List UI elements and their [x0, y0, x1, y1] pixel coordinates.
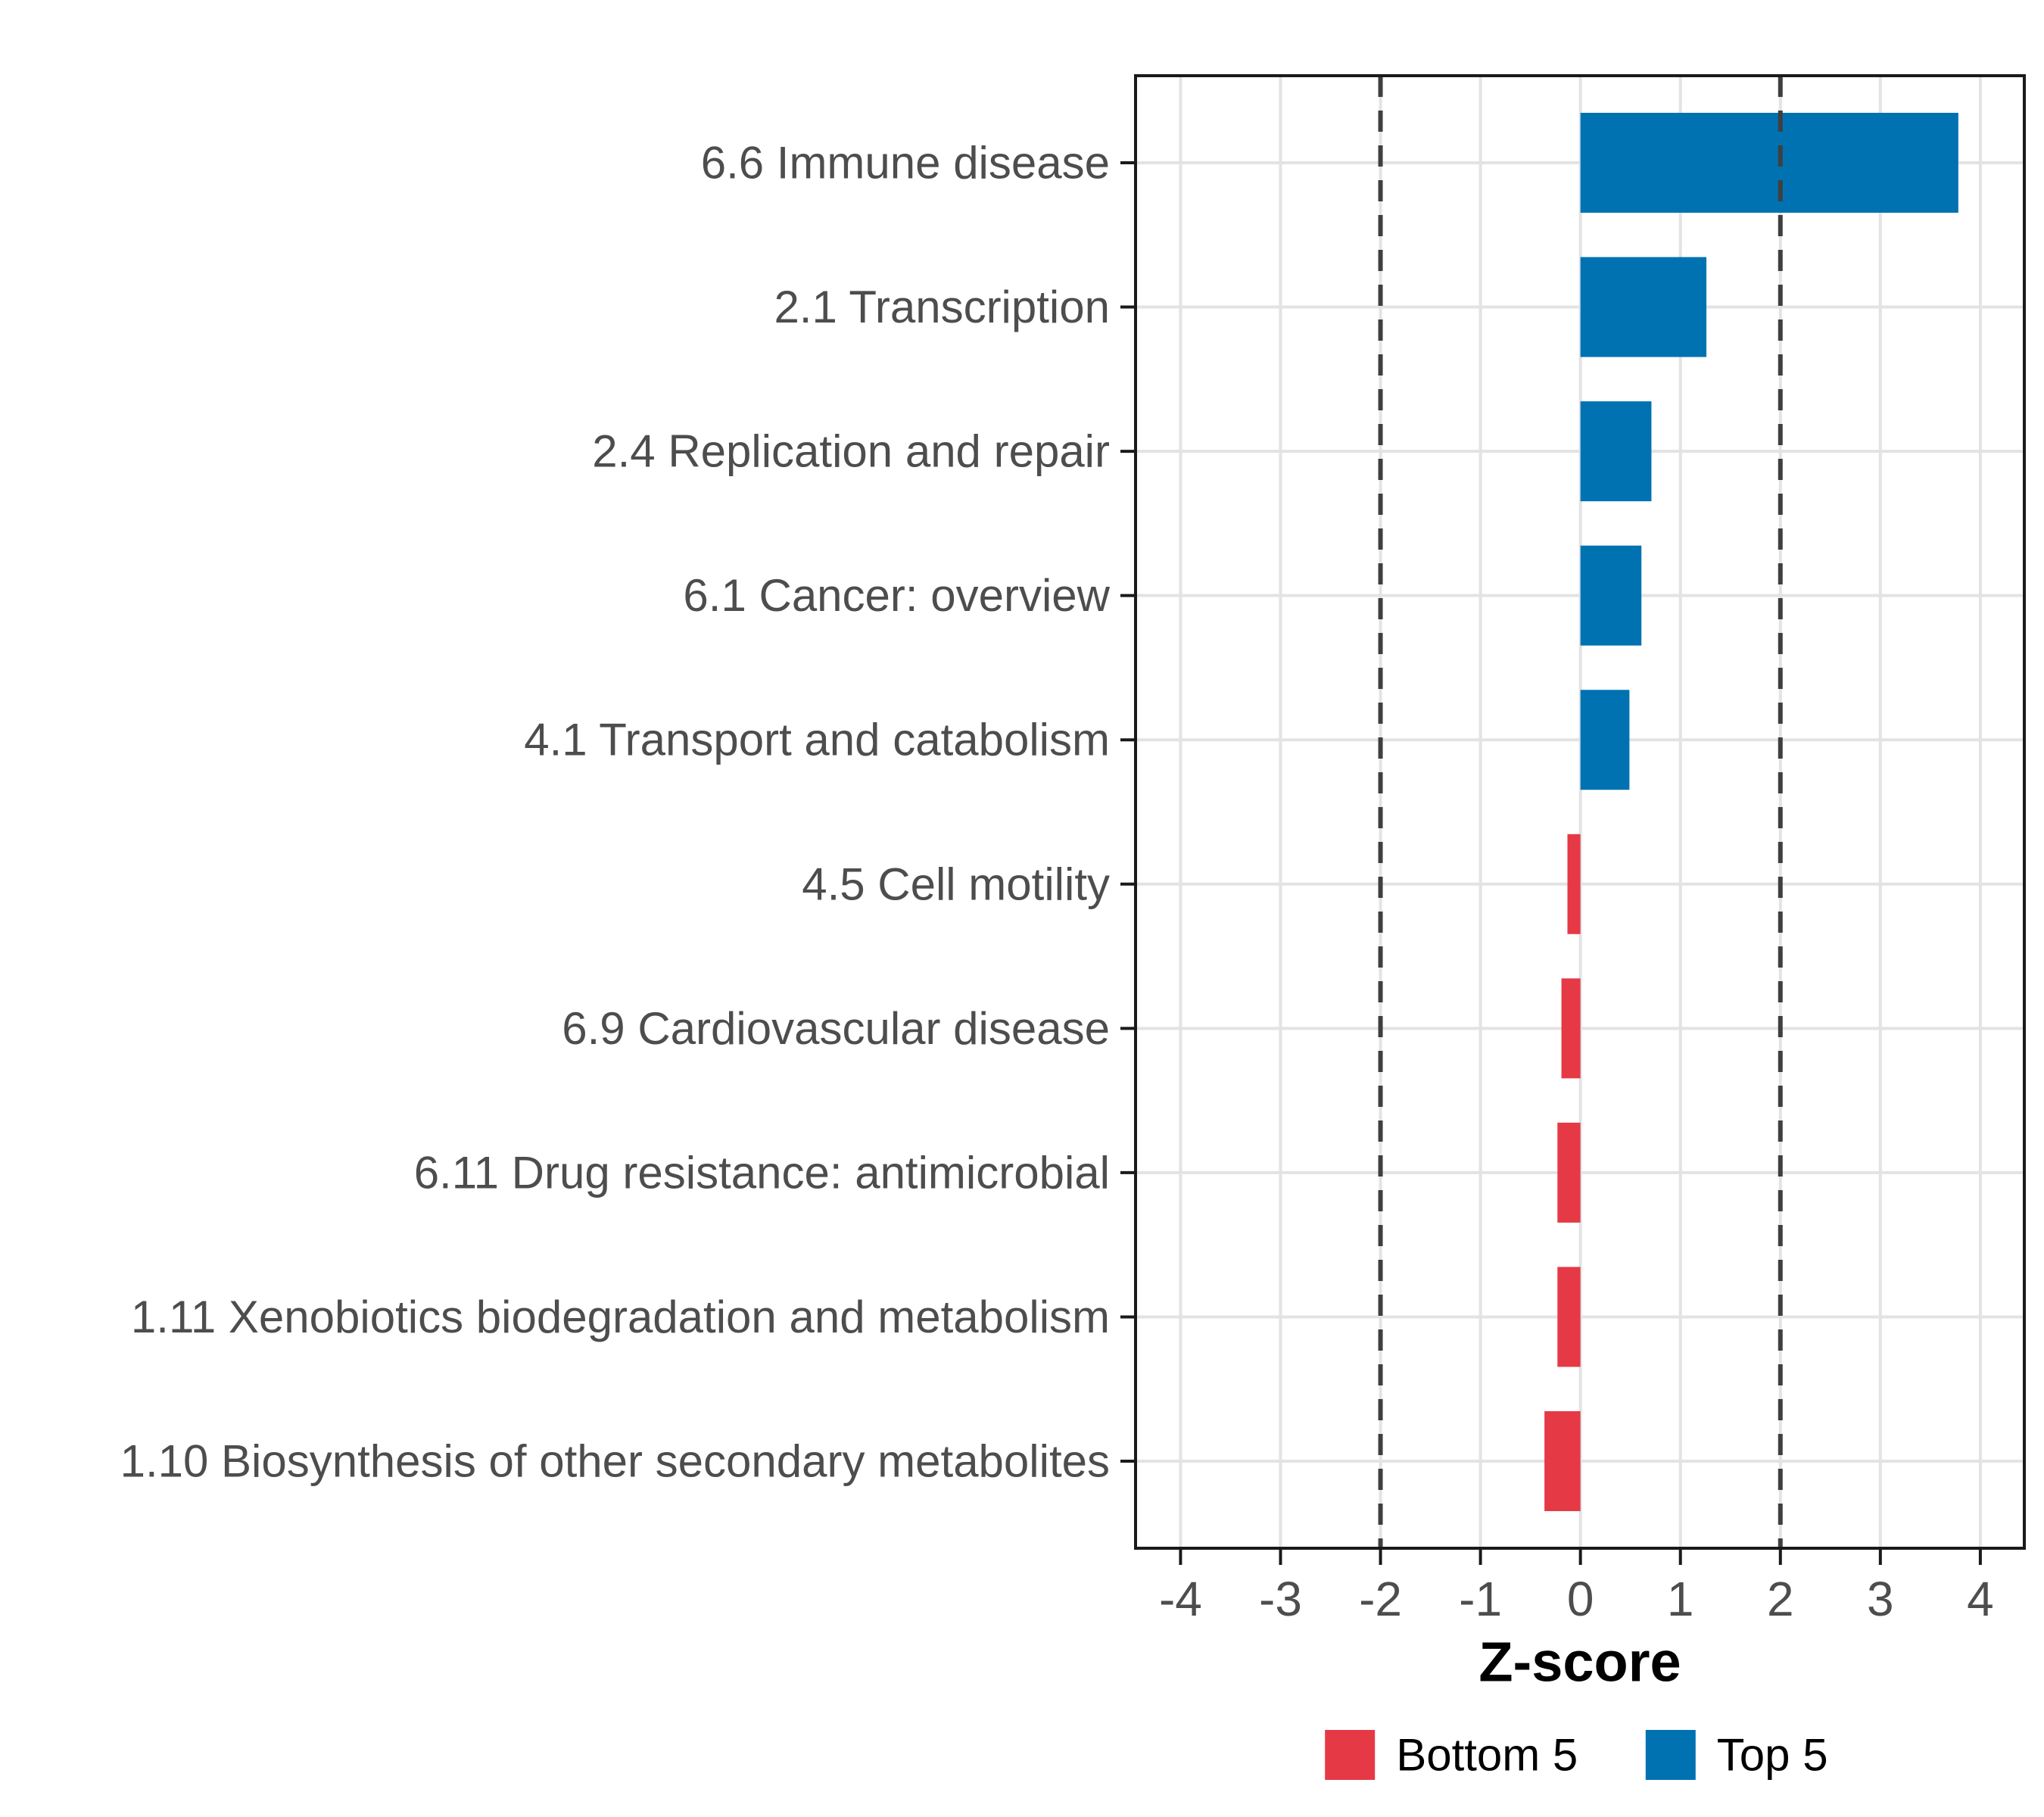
bar	[1544, 1411, 1581, 1511]
y-tick-label: 6.9 Cardiovascular disease	[562, 1003, 1110, 1054]
legend-label: Bottom 5	[1396, 1730, 1578, 1781]
y-tick-label: 6.11 Drug resistance: antimicrobial	[414, 1147, 1110, 1198]
x-tick-label: -3	[1259, 1572, 1302, 1626]
y-tick-label: 4.5 Cell motility	[802, 859, 1110, 909]
bar	[1561, 978, 1581, 1079]
y-tick-label: 6.6 Immune disease	[701, 138, 1110, 189]
bar	[1580, 690, 1630, 790]
bar	[1557, 1122, 1581, 1223]
legend-key	[1645, 1730, 1696, 1780]
y-tick-label: 1.11 Xenobiotics biodegradation and meta…	[131, 1292, 1110, 1342]
bar	[1567, 834, 1581, 934]
legend-label: Top 5	[1717, 1730, 1828, 1781]
bar	[1580, 401, 1652, 502]
y-tick-label: 2.1 Transcription	[774, 282, 1110, 332]
x-tick-label: 2	[1767, 1572, 1794, 1626]
bar	[1580, 257, 1707, 357]
bar	[1580, 113, 1958, 213]
y-tick-label: 4.1 Transport and catabolism	[524, 715, 1110, 765]
x-tick-label: 3	[1867, 1572, 1894, 1626]
x-tick-label: 4	[1967, 1572, 1994, 1626]
y-tick-label: 1.10 Biosynthesis of other secondary met…	[120, 1436, 1110, 1487]
x-axis-title: Z-score	[1478, 1631, 1681, 1694]
y-tick-label: 6.1 Cancer: overview	[683, 570, 1110, 621]
bar	[1580, 545, 1642, 646]
legend-key	[1325, 1730, 1376, 1780]
y-tick-label: 2.4 Replication and repair	[592, 426, 1110, 477]
bar	[1557, 1267, 1581, 1367]
x-tick-label: -1	[1459, 1572, 1502, 1626]
x-tick-label: 1	[1667, 1572, 1694, 1626]
x-tick-label: -4	[1159, 1572, 1202, 1626]
x-tick-label: -2	[1359, 1572, 1402, 1626]
x-tick-label: 0	[1567, 1572, 1594, 1626]
